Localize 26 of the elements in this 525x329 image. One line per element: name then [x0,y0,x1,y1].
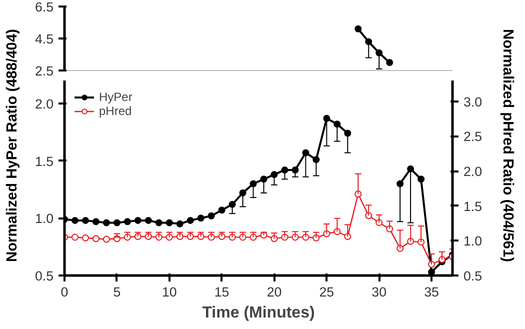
y2-tick-label: 2.0 [464,164,482,180]
x-tick-label: 20 [266,284,282,300]
y2-tick-label: 2.5 [464,129,482,144]
y2-tick-label: 1.0 [464,234,482,249]
y2-axis-title: Normalized pHred Ratio (404/561) [500,29,516,262]
x-tick-label: 25 [319,284,334,300]
x-axis-title: Time (Minutes) [202,304,315,322]
x-tick-label: 30 [372,284,387,300]
y-axis-title: Normalized HyPer Ratio (488/404) [4,28,20,262]
x-tick-label: 35 [424,284,439,300]
x-tick-label: 10 [162,284,177,300]
y-tick-label: 2.5 [34,64,54,78]
legend-label: HyPer [99,90,132,104]
x-tick-label: 15 [214,284,230,300]
legend-label: pHred [99,104,132,118]
y2-tick-label: 3.0 [464,94,482,110]
x-tick-label: 5 [113,284,121,300]
y-tick-label: 6.5 [34,0,54,14]
y2-tick-label: 1.5 [464,198,482,214]
y-tick-label: 1.5 [34,154,54,169]
y2-tick-label: 0.5 [464,268,482,284]
y-tick-label: 2.0 [34,96,54,112]
y-tick-label: 1.0 [34,211,54,226]
y-tick-label: 4.5 [34,32,54,46]
x-tick-label: 0 [60,284,68,300]
y-tick-label: 0.5 [34,268,54,284]
